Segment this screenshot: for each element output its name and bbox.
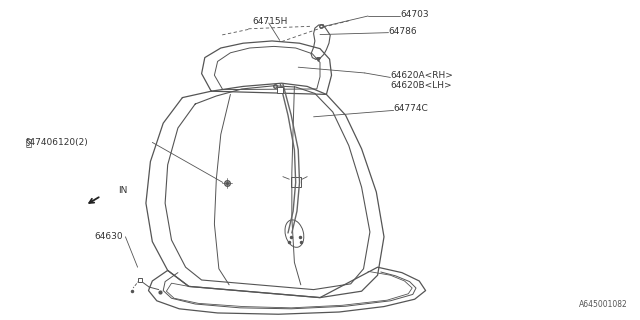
Text: 64630: 64630 [95, 232, 124, 241]
Text: A645001082: A645001082 [579, 300, 627, 309]
Text: 64703: 64703 [400, 10, 429, 19]
Text: IN: IN [118, 186, 128, 195]
Bar [291, 177, 301, 188]
Text: 64774C: 64774C [394, 104, 428, 113]
Text: 64715H: 64715H [253, 17, 288, 26]
Text: §47406120(2): §47406120(2) [26, 138, 88, 147]
Text: 64620A<RH>: 64620A<RH> [390, 71, 453, 80]
Text: Ⓢ: Ⓢ [26, 137, 32, 148]
Text: 64786: 64786 [388, 27, 417, 36]
Text: 64620B<LH>: 64620B<LH> [390, 81, 452, 90]
